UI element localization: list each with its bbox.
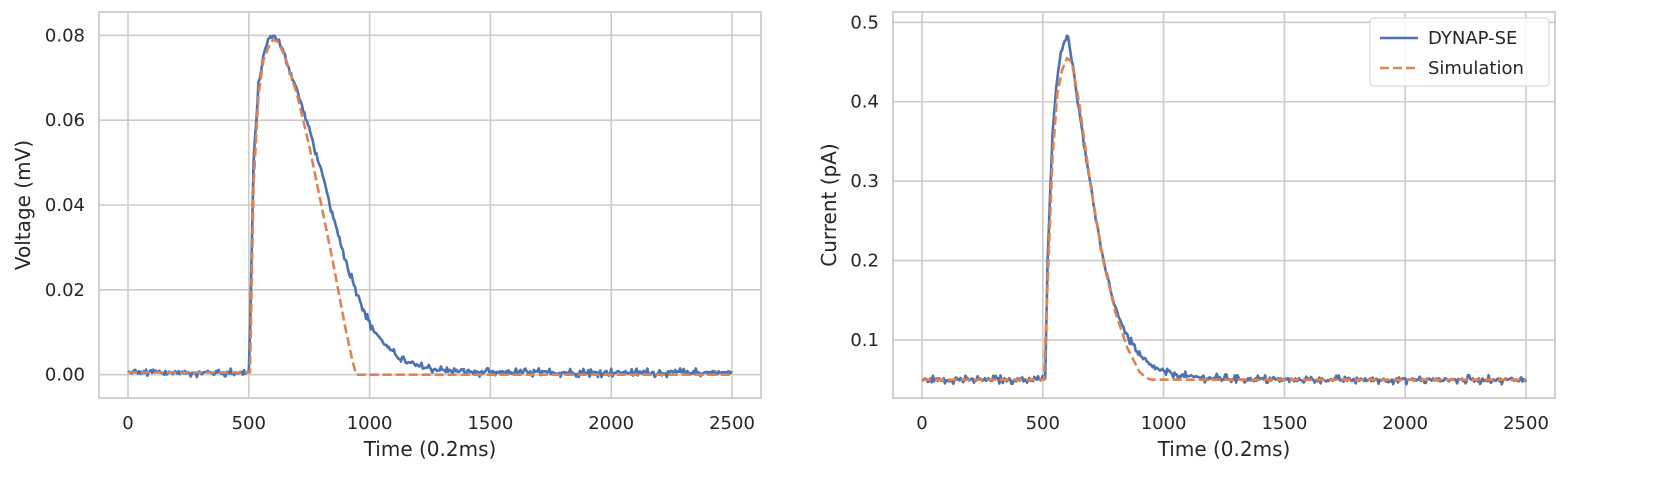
right-current-panel: 0 500 1000 1500 2000 2500 0.1 0.2 0.3 0.4 0.5 Time … (817, 11, 1556, 461)
simulation-line (922, 56, 1526, 381)
y-tick-label: 0.08 (45, 25, 85, 46)
y-tick-label: 0.04 (45, 195, 85, 216)
x-tick-label: 2000 (1382, 413, 1428, 434)
legend-label: DYNAP-SE (1428, 28, 1517, 49)
x-axis-label: Time (0.2ms) (1157, 437, 1291, 461)
x-tick-label: 2000 (588, 413, 634, 434)
x-tick-label: 1000 (347, 413, 393, 434)
simulation-line (128, 38, 732, 376)
x-tick-label: 1500 (467, 413, 513, 434)
y-tick-label: 0.06 (45, 110, 85, 131)
x-tick-label: 500 (232, 413, 266, 434)
y-tick-label: 0.1 (850, 330, 879, 351)
x-tick-label: 1000 (1141, 413, 1187, 434)
x-tick-label: 500 (1026, 413, 1060, 434)
y-tick-label: 0.00 (45, 365, 85, 386)
left-voltage-panel: 0 500 1000 1500 2000 2500 0.00 0.02 0.04 0.06 0.08… (11, 11, 762, 461)
y-axis-label: Voltage (mV) (11, 140, 35, 270)
x-tick-label: 0 (916, 413, 927, 434)
axes-frame (98, 11, 762, 399)
y-tick-label: 0.5 (850, 12, 879, 33)
x-axis-label: Time (0.2ms) (363, 437, 497, 461)
x-tick-label: 2500 (709, 413, 755, 434)
y-axis-label: Current (pA) (817, 143, 841, 266)
series-group (921, 34, 1528, 386)
legend: DYNAP-SE Simulation (1369, 17, 1550, 87)
legend-label: Simulation (1428, 58, 1524, 79)
y-tick-label: 0.2 (850, 251, 879, 272)
axes-frame (892, 11, 1556, 399)
dynap-se-line (921, 34, 1528, 386)
y-tick-label: 0.4 (850, 92, 879, 113)
y-tick-label: 0.02 (45, 280, 85, 301)
y-tick-label: 0.3 (850, 171, 879, 192)
x-tick-label: 0 (122, 413, 133, 434)
x-tick-label: 1500 (1261, 413, 1307, 434)
series-group (127, 34, 733, 379)
x-tick-label: 2500 (1503, 413, 1549, 434)
dynap-se-line (127, 34, 733, 379)
